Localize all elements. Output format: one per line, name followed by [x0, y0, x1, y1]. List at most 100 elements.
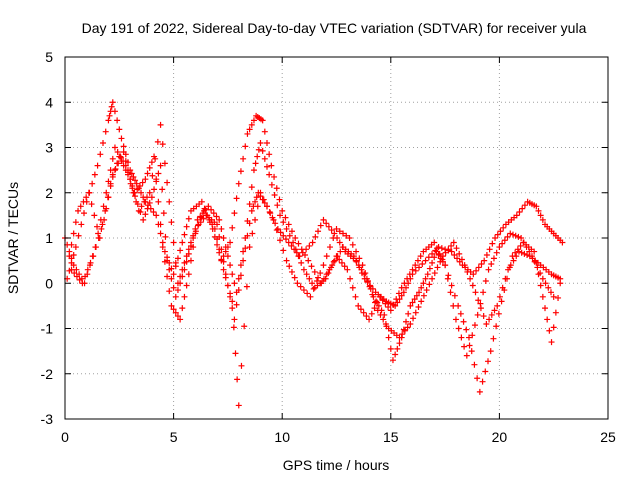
data-point [261, 199, 268, 206]
data-point [190, 235, 197, 241]
data-point [457, 310, 464, 317]
data-point [423, 287, 430, 294]
data-point [339, 244, 346, 251]
data-point [473, 267, 480, 274]
data-point [456, 250, 463, 257]
x-tick-label: 5 [170, 429, 178, 445]
data-point [453, 245, 460, 252]
data-point [100, 139, 107, 146]
data-point [266, 151, 273, 158]
data-point [475, 297, 482, 304]
data-point [235, 287, 242, 294]
data-point [299, 249, 306, 256]
data-point [268, 162, 275, 169]
data-point [109, 155, 116, 162]
data-point [309, 239, 316, 246]
data-point [398, 284, 405, 291]
data-point [166, 198, 173, 205]
data-point [172, 293, 179, 300]
y-tick-label: 0 [45, 275, 53, 291]
data-point [420, 280, 427, 287]
data-point [347, 275, 354, 282]
data-point [295, 240, 302, 247]
data-point [274, 202, 281, 209]
data-point [237, 168, 244, 175]
data-point [472, 289, 479, 296]
data-point [461, 262, 468, 269]
data-point [533, 203, 540, 210]
data-point [315, 274, 322, 281]
data-point [366, 316, 373, 323]
data-point [471, 322, 478, 329]
data-point [266, 171, 273, 178]
data-point [450, 239, 457, 246]
data-point [272, 220, 279, 227]
data-point [477, 305, 484, 312]
data-point [413, 292, 420, 299]
data-point [524, 251, 531, 258]
data-point [205, 203, 212, 210]
data-point [211, 225, 218, 232]
data-point [209, 221, 216, 228]
data-point [240, 155, 247, 162]
data-point [333, 253, 340, 260]
data-point [283, 257, 290, 264]
data-point [153, 212, 160, 219]
data-point [491, 307, 498, 314]
data-point [235, 275, 242, 282]
data-point [293, 249, 300, 256]
data-point [448, 248, 455, 255]
data-point [431, 254, 438, 261]
data-point [308, 263, 315, 270]
data-point [461, 343, 468, 350]
data-point [417, 253, 424, 260]
data-point [277, 237, 284, 244]
data-point [392, 351, 399, 358]
data-point [249, 230, 256, 237]
data-point [455, 302, 462, 309]
data-point [203, 212, 210, 219]
data-point [214, 241, 221, 248]
data-point [68, 266, 75, 273]
data-point [280, 232, 287, 239]
data-point [490, 255, 497, 262]
data-point [277, 229, 284, 236]
data-point [429, 250, 436, 257]
data-point [475, 264, 482, 271]
data-point [539, 216, 546, 223]
data-point [270, 216, 277, 223]
data-point [250, 117, 257, 124]
data-point [489, 240, 496, 247]
data-point [283, 236, 290, 243]
data-point [80, 198, 87, 205]
data-point [115, 160, 122, 167]
data-point [157, 162, 164, 169]
data-point [389, 357, 396, 364]
data-point [78, 221, 85, 228]
data-point [296, 253, 303, 260]
data-point [252, 198, 259, 205]
data-point [368, 310, 375, 317]
data-point [463, 326, 470, 333]
data-point [159, 244, 166, 251]
data-point [229, 271, 236, 278]
data-point [310, 285, 317, 292]
data-point [542, 305, 549, 312]
data-point [261, 128, 268, 135]
data-point [383, 323, 390, 330]
data-point [294, 280, 301, 287]
data-point [495, 310, 502, 317]
data-point [282, 214, 289, 221]
data-point [429, 275, 436, 282]
data-point [98, 225, 105, 232]
data-point [157, 230, 164, 237]
data-point [544, 316, 551, 323]
data-point [409, 299, 416, 306]
data-point [161, 248, 168, 255]
data-point [537, 282, 544, 289]
data-point [254, 203, 261, 210]
data-point [433, 248, 440, 255]
data-point [161, 160, 168, 167]
data-point [75, 207, 82, 214]
data-point [144, 205, 151, 212]
